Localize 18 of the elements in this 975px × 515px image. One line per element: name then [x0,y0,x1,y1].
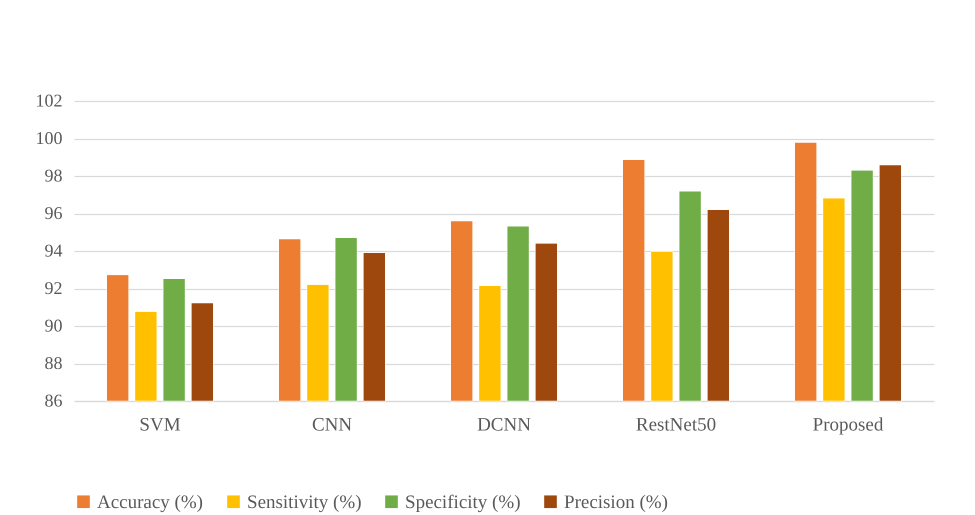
x-tick-label: RestNet50 [636,414,716,436]
x-tick-label: SVM [139,414,181,436]
y-tick-label: 90 [44,316,62,336]
y-tick-label: 92 [44,278,62,298]
x-tick-label: CNN [312,414,352,436]
legend-label: Sensitivity (%) [247,492,362,513]
y-tick-label: 86 [44,390,62,410]
x-tick-label: Proposed [812,414,884,436]
legend-label: Precision (%) [564,492,668,513]
legend-label: Specificity (%) [405,492,521,513]
legend-label: Accuracy (%) [97,492,204,513]
y-tick-label: 100 [36,128,62,148]
y-tick-label: 88 [44,353,62,373]
y-tick-label: 98 [44,166,62,186]
y-tick-label: 102 [36,90,62,110]
x-tick-label: DCNN [477,414,532,436]
y-tick-label: 94 [44,240,62,260]
y-tick-label: 96 [44,203,62,223]
